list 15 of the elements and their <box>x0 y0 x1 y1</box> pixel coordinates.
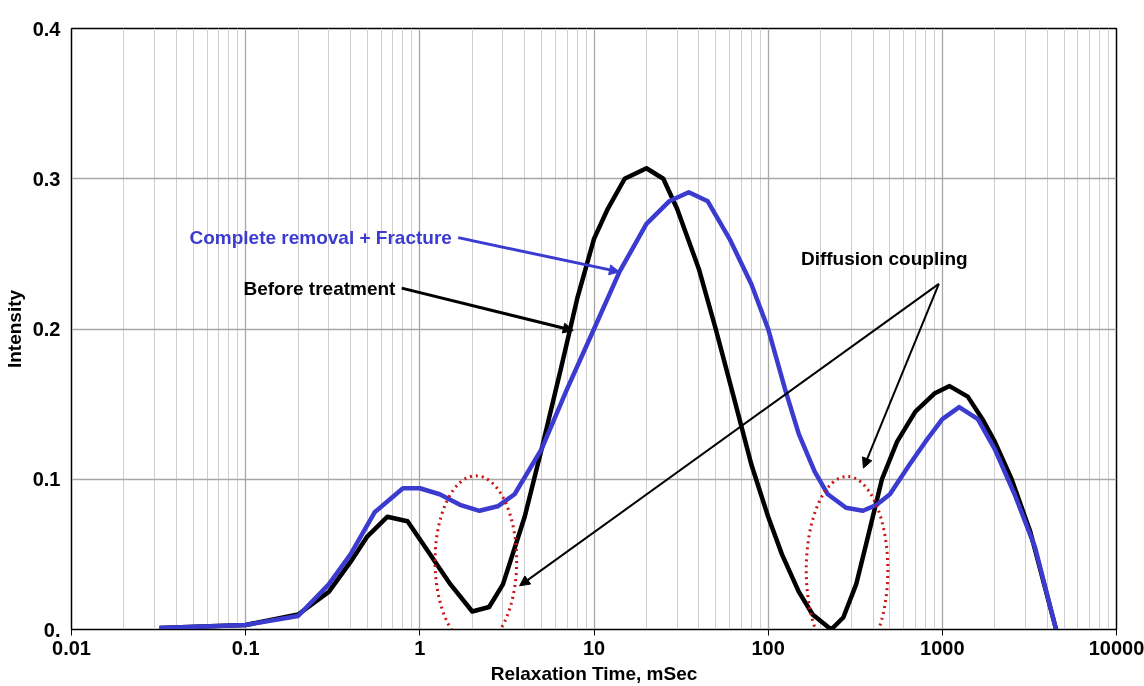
y-tick-label: 0.4 <box>32 17 62 40</box>
x-tick-label: 10 <box>582 636 606 659</box>
y-tick-label: 0.1 <box>32 468 61 491</box>
annotation: Diffusion coupling <box>800 247 968 269</box>
x-tick-label: 1000 <box>920 636 965 659</box>
x-tick-label: 0.1 <box>231 636 260 659</box>
y-tick-label: 0.3 <box>32 167 61 190</box>
x-tick-label: 10000 <box>1088 636 1144 659</box>
x-tick-label: 100 <box>751 636 785 659</box>
x-axis-title: Relaxation Time, mSec <box>490 662 698 684</box>
x-tick-label: 1 <box>414 636 426 659</box>
annotation: Complete removal + Fracture <box>189 227 452 249</box>
y-axis-title: Intensity <box>3 289 25 369</box>
annotation: Before treatment <box>243 277 397 299</box>
y-tick-label: 0.2 <box>32 318 61 340</box>
